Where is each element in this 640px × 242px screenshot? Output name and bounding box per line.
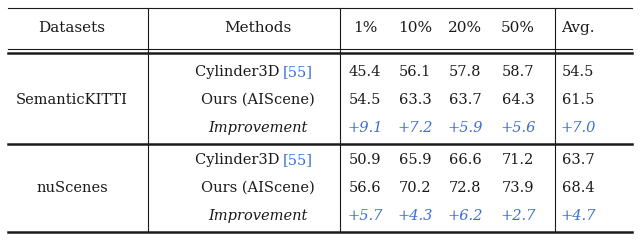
Text: Cylinder3D: Cylinder3D bbox=[195, 65, 285, 79]
Text: 73.9: 73.9 bbox=[502, 181, 534, 195]
Text: +5.6: +5.6 bbox=[500, 121, 536, 135]
Text: 58.7: 58.7 bbox=[502, 65, 534, 79]
Text: +6.2: +6.2 bbox=[447, 209, 483, 223]
Text: Datasets: Datasets bbox=[38, 21, 106, 35]
Text: [55]: [55] bbox=[283, 153, 313, 167]
Text: 72.8: 72.8 bbox=[449, 181, 481, 195]
Text: +4.7: +4.7 bbox=[560, 209, 596, 223]
Text: SemanticKITTI: SemanticKITTI bbox=[16, 93, 128, 107]
Text: 68.4: 68.4 bbox=[562, 181, 595, 195]
Text: 20%: 20% bbox=[448, 21, 482, 35]
Text: 61.5: 61.5 bbox=[562, 93, 594, 107]
Text: 50%: 50% bbox=[501, 21, 535, 35]
Text: Avg.: Avg. bbox=[561, 21, 595, 35]
Text: Ours (AIScene): Ours (AIScene) bbox=[201, 93, 315, 107]
Text: 70.2: 70.2 bbox=[399, 181, 431, 195]
Text: Improvement: Improvement bbox=[208, 209, 308, 223]
Text: 54.5: 54.5 bbox=[349, 93, 381, 107]
Text: +5.7: +5.7 bbox=[348, 209, 383, 223]
Text: 1%: 1% bbox=[353, 21, 377, 35]
Text: 45.4: 45.4 bbox=[349, 65, 381, 79]
Text: 50.9: 50.9 bbox=[349, 153, 381, 167]
Text: +7.0: +7.0 bbox=[560, 121, 596, 135]
Text: +2.7: +2.7 bbox=[500, 209, 536, 223]
Text: 10%: 10% bbox=[398, 21, 432, 35]
Text: +7.2: +7.2 bbox=[397, 121, 433, 135]
Text: nuScenes: nuScenes bbox=[36, 181, 108, 195]
Text: +5.9: +5.9 bbox=[447, 121, 483, 135]
Text: +9.1: +9.1 bbox=[348, 121, 383, 135]
Text: Ours (AIScene): Ours (AIScene) bbox=[201, 181, 315, 195]
Text: Methods: Methods bbox=[225, 21, 292, 35]
Text: 63.3: 63.3 bbox=[399, 93, 431, 107]
Text: 66.6: 66.6 bbox=[449, 153, 481, 167]
Text: 71.2: 71.2 bbox=[502, 153, 534, 167]
Text: 57.8: 57.8 bbox=[449, 65, 481, 79]
Text: 56.6: 56.6 bbox=[349, 181, 381, 195]
Text: 54.5: 54.5 bbox=[562, 65, 594, 79]
Text: Cylinder3D: Cylinder3D bbox=[195, 153, 285, 167]
Text: 64.3: 64.3 bbox=[502, 93, 534, 107]
Text: 65.9: 65.9 bbox=[399, 153, 431, 167]
Text: [55]: [55] bbox=[283, 65, 313, 79]
Text: Improvement: Improvement bbox=[208, 121, 308, 135]
Text: 63.7: 63.7 bbox=[562, 153, 595, 167]
Text: 63.7: 63.7 bbox=[449, 93, 481, 107]
Text: 56.1: 56.1 bbox=[399, 65, 431, 79]
Text: +4.3: +4.3 bbox=[397, 209, 433, 223]
